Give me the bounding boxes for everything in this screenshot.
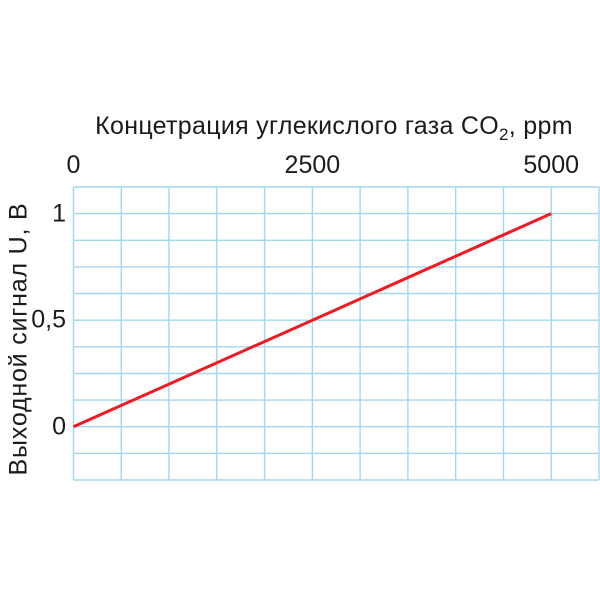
- chart-title-subscript: 2: [499, 125, 509, 144]
- series-line-output-signal: [72, 212, 552, 429]
- chart-title: Концетрация углекислого газа CO2, ppm: [70, 112, 598, 144]
- x-tick-label-5000: 5000: [523, 151, 580, 179]
- chart-title-suffix: , ppm: [508, 112, 573, 140]
- grid-lines: [72, 186, 600, 481]
- x-tick-label-2500: 2500: [284, 151, 341, 179]
- y-tick-label-05: 0,5: [31, 305, 66, 334]
- x-tick-label-0: 0: [66, 151, 81, 179]
- y-tick-label-0: 0: [52, 412, 66, 441]
- chart-title-text: Концетрация углекислого газа CO: [95, 112, 500, 140]
- y-tick-label-1: 1: [52, 199, 66, 228]
